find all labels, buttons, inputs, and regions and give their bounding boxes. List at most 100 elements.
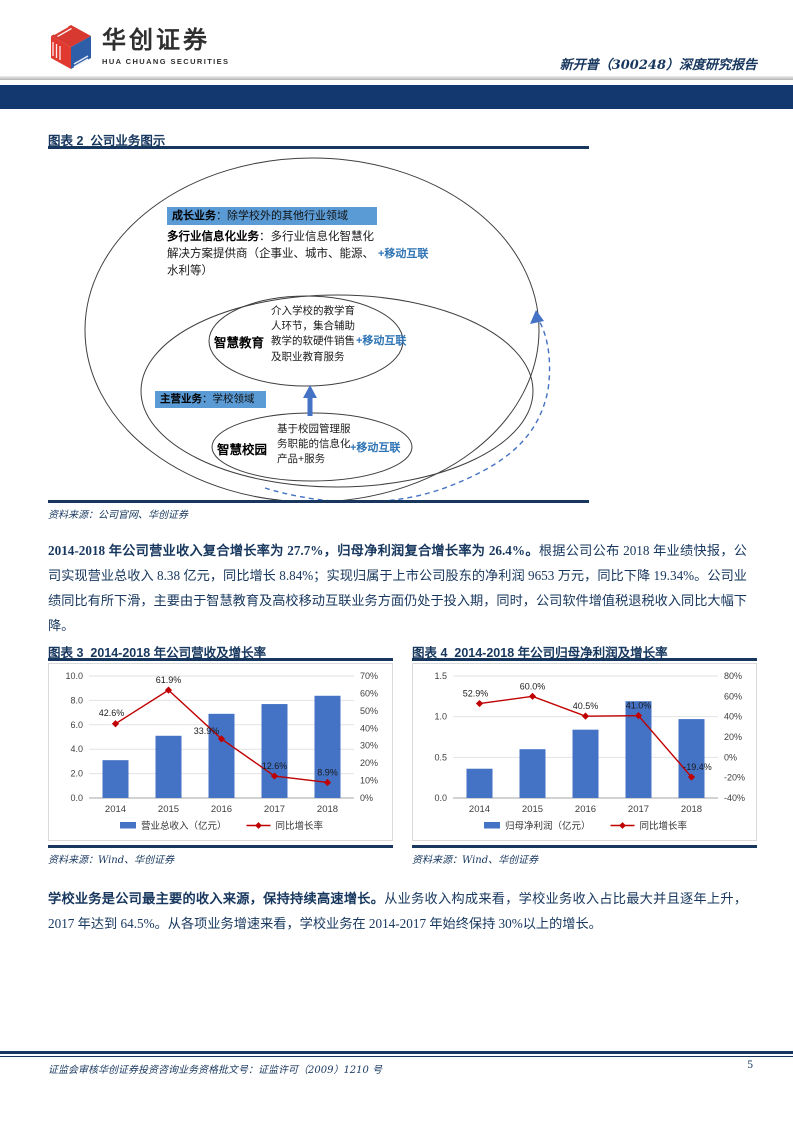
figure2-bottom-rule bbox=[48, 500, 589, 503]
svg-text:30%: 30% bbox=[360, 741, 378, 751]
paragraph-performance-bold: 2014-2018 年公司营业收入复合增长率为 27.7%，归母净利润复合增长率… bbox=[48, 543, 539, 558]
svg-text:60%: 60% bbox=[724, 691, 742, 701]
svg-text:42.6%: 42.6% bbox=[99, 708, 125, 718]
svg-text:80%: 80% bbox=[724, 671, 742, 681]
figure2-source: 资料来源：公司官网、华创证券 bbox=[48, 510, 188, 521]
svg-text:2016: 2016 bbox=[575, 804, 596, 815]
brand-text: 华创证券 HUA CHUANG SECURITIES bbox=[102, 27, 230, 67]
figure3-chart: 0.0 2.0 4.0 6.0 8.0 10.0 0% 10% 20% 30% 40% 50% 60% 7… bbox=[48, 663, 393, 841]
multi-industry-text: 多行业信息化业务：多行业信息化智慧化解决方案提供商（企事业、城市、能源、水利等） bbox=[167, 229, 379, 280]
report-title: 新开普（300248）深度研究报告 bbox=[559, 58, 757, 73]
huachuang-logo-icon bbox=[51, 25, 91, 69]
svg-text:同比增长率: 同比增长率 bbox=[276, 820, 324, 832]
middle-ellipse bbox=[140, 294, 534, 488]
svg-text:52.9%: 52.9% bbox=[463, 689, 489, 699]
svg-text:1.0: 1.0 bbox=[434, 712, 447, 722]
svg-text:0%: 0% bbox=[360, 793, 373, 803]
svg-text:8.0: 8.0 bbox=[70, 695, 83, 705]
smart-education-title: 智慧教育 bbox=[214, 336, 265, 350]
growth-business-box: 成长业务：除学校外的其他行业领域 bbox=[167, 207, 377, 225]
svg-text:2018: 2018 bbox=[681, 804, 702, 815]
figure4-source: 资料来源：Wind、华创证券 bbox=[412, 855, 539, 866]
svg-text:60%: 60% bbox=[360, 688, 378, 698]
multi-industry-label: 多行业信息化业务 bbox=[167, 231, 259, 243]
svg-text:2015: 2015 bbox=[158, 804, 179, 815]
main-business-desc: ：学校领域 bbox=[202, 393, 255, 405]
page-number: 5 bbox=[747, 1059, 753, 1071]
svg-text:70%: 70% bbox=[360, 671, 378, 681]
svg-text:50%: 50% bbox=[360, 706, 378, 716]
paragraph-performance: 2014-2018 年公司营业收入复合增长率为 27.7%，归母净利润复合增长率… bbox=[48, 538, 747, 638]
dashed-curve-arrowhead-icon bbox=[530, 310, 544, 324]
figure4-bottom-rule bbox=[412, 845, 757, 848]
svg-text:12.6%: 12.6% bbox=[262, 761, 288, 771]
figure2-title-underline bbox=[48, 146, 589, 149]
svg-text:-19.4%: -19.4% bbox=[683, 762, 712, 772]
svg-text:2014: 2014 bbox=[105, 804, 126, 815]
svg-text:归母净利润（亿元）: 归母净利润（亿元） bbox=[505, 820, 591, 832]
smart-education-desc: 介入学校的教学育人环节，集合辅助教学的软硬件销售及职业教育服务 bbox=[271, 305, 355, 363]
growth-business-label: 成长业务 bbox=[172, 210, 216, 222]
smart-campus-title: 智慧校园 bbox=[217, 443, 268, 457]
paragraph-school-business: 学校业务是公司最主要的收入来源，保持持续高速增长。从业务收入构成来看，学校业务收… bbox=[48, 886, 747, 936]
svg-text:1.5: 1.5 bbox=[434, 671, 447, 681]
brand-name-cn: 华创证券 bbox=[102, 27, 210, 54]
mobile-internet-tag-3: +移动互联 bbox=[350, 442, 401, 454]
svg-text:营业总收入（亿元）: 营业总收入（亿元） bbox=[141, 820, 227, 832]
svg-text:-20%: -20% bbox=[724, 773, 745, 783]
svg-text:4.0: 4.0 bbox=[70, 744, 83, 754]
multi-industry-desc: ：多行业信息化智慧化解决方案提供商（企事业、城市、能源、水利等） bbox=[167, 231, 374, 277]
figure4-chart: 0.0 0.5 1.0 1.5 -40% -20% 0% 20% 40% 60% 80% 2014 20… bbox=[412, 663, 757, 841]
svg-text:60.0%: 60.0% bbox=[520, 681, 546, 691]
svg-text:20%: 20% bbox=[724, 732, 742, 742]
svg-text:2014: 2014 bbox=[469, 804, 490, 815]
header-logo: 华创证券 HUA CHUANG SECURITIES bbox=[48, 22, 229, 72]
svg-text:0%: 0% bbox=[724, 752, 737, 762]
figure3-title-underline bbox=[48, 658, 393, 661]
brand-name-en: HUA CHUANG SECURITIES bbox=[102, 57, 230, 66]
figure4-chart-svg: 0.0 0.5 1.0 1.5 -40% -20% 0% 20% 40% 60% 80% 2014 20… bbox=[434, 671, 745, 832]
svg-text:2.0: 2.0 bbox=[70, 769, 83, 779]
figure3-source: 资料来源：Wind、华创证券 bbox=[48, 855, 175, 866]
svg-text:61.9%: 61.9% bbox=[156, 675, 182, 685]
footer-rule-thick bbox=[0, 1051, 793, 1054]
figure3-bottom-rule bbox=[48, 845, 393, 848]
edu-ellipse bbox=[208, 295, 404, 387]
growth-business-desc: ：除学校外的其他行业领域 bbox=[216, 210, 348, 222]
svg-text:40.5%: 40.5% bbox=[573, 701, 599, 711]
svg-text:10.0: 10.0 bbox=[65, 671, 83, 681]
svg-text:2017: 2017 bbox=[264, 804, 285, 815]
svg-text:0.0: 0.0 bbox=[70, 793, 83, 803]
svg-text:2015: 2015 bbox=[522, 804, 543, 815]
business-diagram: 成长业务：除学校外的其他行业领域 多行业信息化业务：多行业信息化智慧化解决方案提… bbox=[48, 150, 757, 502]
svg-text:40%: 40% bbox=[724, 712, 742, 722]
footer-rule-thin bbox=[0, 1056, 793, 1057]
figure3-title: 图表 3 2014-2018 年公司营收及增长率 bbox=[48, 646, 267, 660]
mobile-internet-tag-1: +移动互联 bbox=[378, 248, 429, 260]
figure4-title: 图表 4 2014-2018 年公司归母净利润及增长率 bbox=[412, 646, 668, 660]
svg-text:0.5: 0.5 bbox=[434, 752, 447, 762]
business-diagram-shapes bbox=[84, 157, 551, 502]
figure2-title: 图表 2 公司业务图示 bbox=[48, 134, 166, 148]
svg-text:同比增长率: 同比增长率 bbox=[640, 820, 688, 832]
svg-text:-40%: -40% bbox=[724, 793, 745, 803]
footer-license-text: 证监会审核华创证券投资咨询业务资格批文号：证监许可（2009）1210 号 bbox=[48, 1065, 383, 1076]
main-business-box: 主营业务：学校领域 bbox=[155, 391, 266, 408]
svg-text:10%: 10% bbox=[360, 776, 378, 786]
mobile-internet-tag-2: +移动互联 bbox=[356, 335, 407, 347]
svg-text:40%: 40% bbox=[360, 723, 378, 733]
svg-text:41.0%: 41.0% bbox=[626, 701, 652, 711]
svg-text:2016: 2016 bbox=[211, 804, 232, 815]
svg-text:2018: 2018 bbox=[317, 804, 338, 815]
up-arrow-icon bbox=[303, 385, 317, 398]
svg-text:6.0: 6.0 bbox=[70, 720, 83, 730]
figure3-chart-svg: 0.0 2.0 4.0 6.0 8.0 10.0 0% 10% 20% 30% 40% 50% 60% 7… bbox=[65, 671, 378, 832]
navy-banner bbox=[0, 85, 793, 109]
outer-ellipse bbox=[84, 157, 540, 502]
svg-text:8.9%: 8.9% bbox=[317, 767, 338, 777]
smart-campus-desc: 基于校园管理服务职能的信息化产品+服务 bbox=[277, 423, 351, 466]
paragraph-school-business-rest: 从业务收入构成来看，学校业务收入占比最大并且逐年上升，2017 年达到 64.5… bbox=[48, 891, 748, 931]
main-business-label: 主营业务 bbox=[160, 393, 202, 405]
svg-text:0.0: 0.0 bbox=[434, 793, 447, 803]
